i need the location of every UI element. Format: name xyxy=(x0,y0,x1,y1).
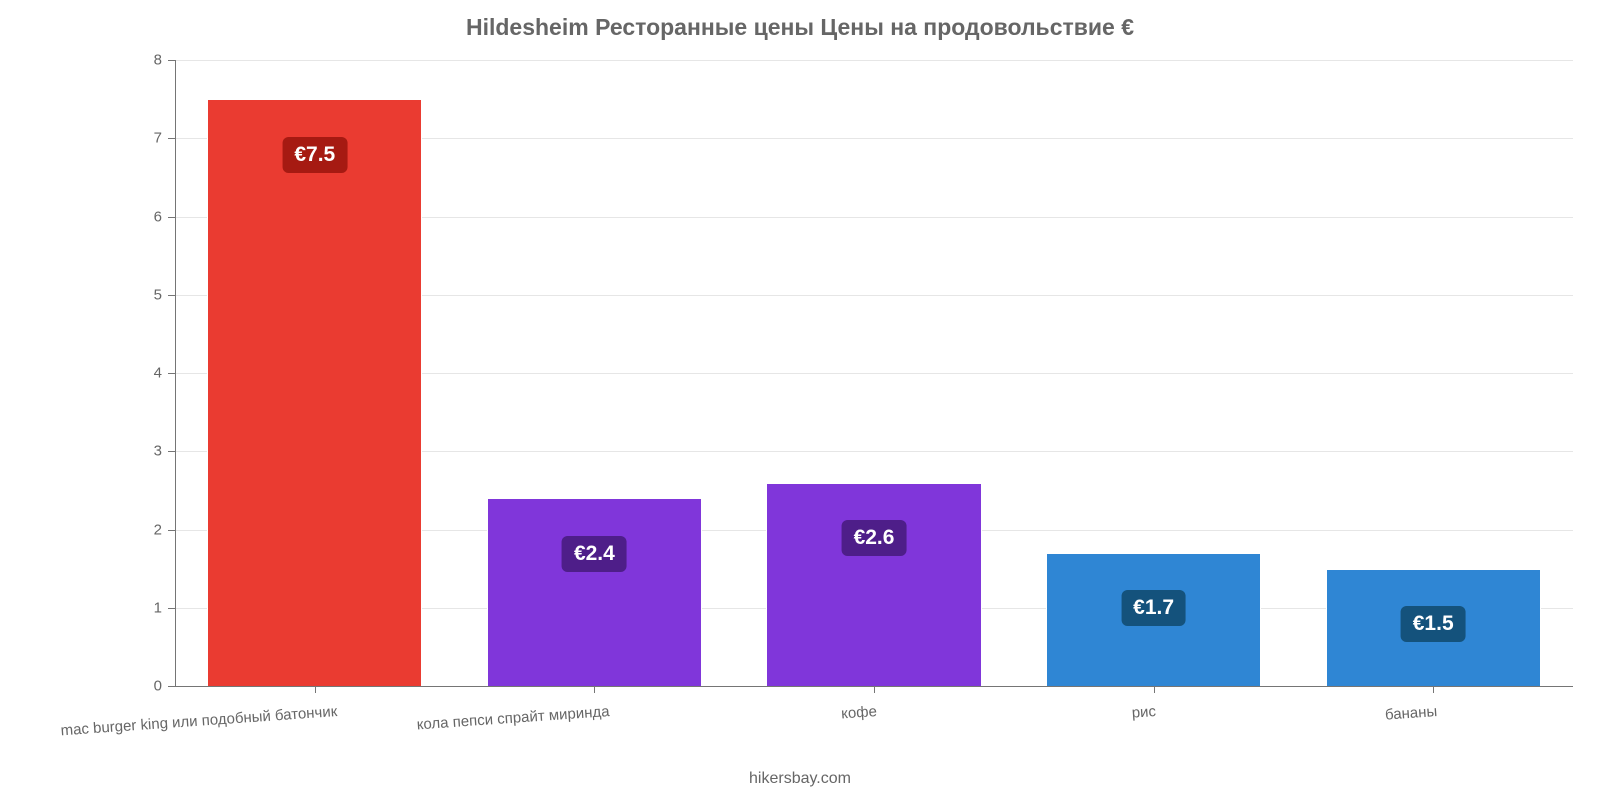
y-tick xyxy=(168,608,175,609)
y-tick-label: 4 xyxy=(154,365,162,382)
x-tick xyxy=(594,686,595,693)
bar-value-label: €2.6 xyxy=(842,520,907,556)
bar xyxy=(487,498,702,686)
grid-line xyxy=(175,60,1573,61)
x-tick xyxy=(1433,686,1434,693)
price-chart: Hildesheim Ресторанные цены Цены на прод… xyxy=(0,0,1600,800)
bar xyxy=(207,99,422,686)
x-tick-label: рис xyxy=(1131,703,1156,722)
bar-value-label: €1.7 xyxy=(1121,590,1186,626)
x-tick xyxy=(315,686,316,693)
chart-title: Hildesheim Ресторанные цены Цены на прод… xyxy=(0,14,1600,41)
y-tick-label: 2 xyxy=(154,521,162,538)
y-tick xyxy=(168,373,175,374)
y-tick-label: 0 xyxy=(154,678,162,695)
y-tick xyxy=(168,138,175,139)
y-tick xyxy=(168,217,175,218)
y-tick-label: 3 xyxy=(154,443,162,460)
bar-value-label: €7.5 xyxy=(282,137,347,173)
bar xyxy=(766,483,981,686)
y-tick-label: 8 xyxy=(154,52,162,69)
y-axis xyxy=(175,60,176,686)
y-tick xyxy=(168,295,175,296)
plot-area: 012345678€7.5mac burger king или подобны… xyxy=(175,60,1573,686)
x-tick-label: mac burger king или подобный батончик xyxy=(60,703,338,739)
x-tick-label: кофе xyxy=(841,703,878,722)
bar-value-label: €2.4 xyxy=(562,536,627,572)
attribution-text: hikersbay.com xyxy=(0,770,1600,788)
y-tick xyxy=(168,686,175,687)
y-tick-label: 1 xyxy=(154,599,162,616)
y-tick xyxy=(168,530,175,531)
x-tick xyxy=(1154,686,1155,693)
x-tick-label: кола пепси спрайт миринда xyxy=(417,703,611,733)
x-tick-label: бананы xyxy=(1385,703,1438,724)
y-tick-label: 5 xyxy=(154,286,162,303)
y-tick-label: 6 xyxy=(154,208,162,225)
x-tick xyxy=(874,686,875,693)
bar-value-label: €1.5 xyxy=(1401,606,1466,642)
y-tick-label: 7 xyxy=(154,130,162,147)
y-tick xyxy=(168,451,175,452)
y-tick xyxy=(168,60,175,61)
